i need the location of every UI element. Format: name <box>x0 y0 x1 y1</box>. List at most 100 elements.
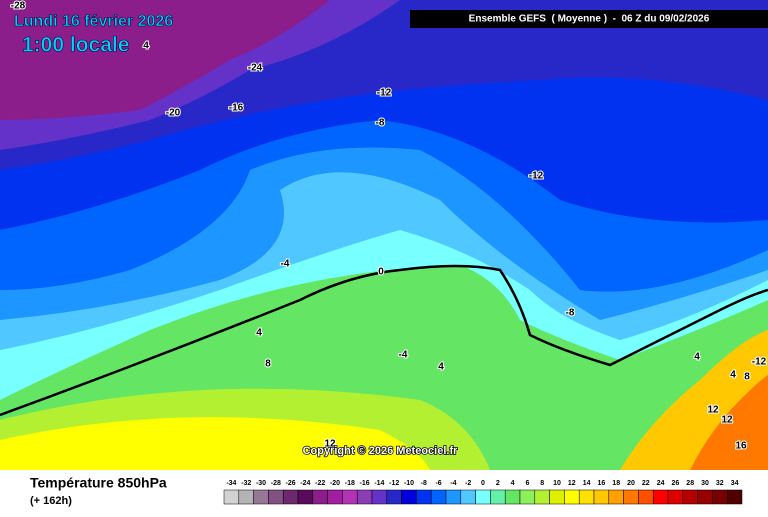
contour-label: -28 <box>11 1 26 12</box>
colorbar-swatch <box>593 489 610 505</box>
colorbar-label: 24 <box>657 480 665 487</box>
contour-label: -8 <box>376 118 385 129</box>
colorbar-swatch <box>268 489 284 505</box>
field-band <box>0 417 430 470</box>
contour-label: 4 <box>143 41 149 52</box>
colorbar-label: -8 <box>421 480 427 487</box>
colorbar-label: 28 <box>686 480 694 487</box>
colorbar-swatch <box>312 489 328 505</box>
contour-label: 12 <box>721 415 733 426</box>
colorbar-label: -18 <box>345 480 355 487</box>
contour-label: -12 <box>377 88 392 99</box>
colorbar-swatch <box>667 489 684 505</box>
colorbar-label: 2 <box>496 480 500 487</box>
colorbar-swatch <box>401 489 417 505</box>
colorbar-label: 12 <box>568 480 576 487</box>
colorbar-label: -32 <box>241 480 251 487</box>
contour-label: -12 <box>529 171 544 182</box>
colorbar-label: 10 <box>553 480 561 487</box>
colorbar-label: 14 <box>583 480 591 487</box>
colorbar-label: -4 <box>450 480 456 487</box>
colorbar-label: -16 <box>360 480 370 487</box>
colorbar-label: 18 <box>612 480 620 487</box>
colorbar-label: -20 <box>330 480 340 487</box>
colorbar-swatch <box>697 489 713 505</box>
colorbar-swatch <box>386 489 402 505</box>
colorbar-swatch <box>712 489 728 505</box>
colorbar-swatch <box>238 489 254 505</box>
colorbar-swatch <box>342 489 358 505</box>
colorbar-label: -14 <box>374 480 384 487</box>
contour-label: 12 <box>707 405 719 416</box>
colorbar-swatch <box>608 489 624 505</box>
colorbar-swatch <box>223 489 240 505</box>
colorbar-label: 26 <box>672 480 680 487</box>
footer-title: Température 850hPa <box>30 475 167 491</box>
colorbar-label: 32 <box>716 480 724 487</box>
colorbar-swatch <box>490 489 506 505</box>
colorbar-swatch <box>297 489 314 505</box>
colorbar-swatch <box>652 489 669 505</box>
contour-label: 12 <box>324 439 336 450</box>
colorbar-label: 22 <box>642 480 650 487</box>
colorbar-label: 20 <box>627 480 635 487</box>
date: Lundi 16 février 2026 <box>14 13 173 30</box>
colorbar-swatch <box>578 489 595 505</box>
copyright: Copyright © 2026 Meteociel.fr <box>303 445 459 457</box>
colorbar-label: -28 <box>271 480 281 487</box>
contour-label: -12 <box>752 357 767 368</box>
colorbar-label: 34 <box>731 480 739 487</box>
colorbar-swatch <box>564 489 580 505</box>
colorbar-swatch <box>519 489 536 505</box>
colorbar: -34 -32 -30 -28 -26 -24 -22 -20 -18 -16 -14 -12 -10-… <box>223 480 743 505</box>
contour-label: 4 <box>438 362 444 373</box>
colorbar-swatch <box>430 489 447 505</box>
field-band <box>690 375 768 470</box>
model-info: Ensemble GEFS ( Moyenne ) - 06 Z du 09/0… <box>469 14 710 25</box>
contour-label: 0 <box>378 267 384 278</box>
contour-label: 4 <box>694 352 700 363</box>
colorbar-swatch <box>638 489 654 505</box>
zero-isotherm <box>0 264 768 417</box>
colorbar-label: 4 <box>511 480 515 487</box>
colorbar-label: 8 <box>540 480 544 487</box>
contour-label: -24 <box>248 63 263 74</box>
colorbar-swatch <box>371 489 388 505</box>
field-band <box>0 0 330 120</box>
colorbar-label: 6 <box>525 480 529 487</box>
colorbar-label: -12 <box>389 480 399 487</box>
colorbar-label: -30 <box>256 480 266 487</box>
contour-label: 4 <box>730 370 736 381</box>
colorbar-label: -34 <box>226 480 236 487</box>
colorbar-swatch <box>682 489 698 505</box>
colorbar-swatch <box>282 489 299 505</box>
colorbar-label: -24 <box>300 480 310 487</box>
colorbar-label: -2 <box>465 480 471 487</box>
colorbar-label: 16 <box>598 480 606 487</box>
contour-label: -8 <box>566 308 575 319</box>
colorbar-swatch <box>253 489 269 505</box>
colorbar-swatch <box>534 489 550 505</box>
colorbar-swatch <box>475 489 491 505</box>
colorbar-swatch <box>445 489 462 505</box>
colorbar-label: 30 <box>701 480 709 487</box>
colorbar-swatch <box>416 489 432 505</box>
footer-lead: (+ 162h) <box>30 495 72 507</box>
contour-label: 8 <box>265 359 271 370</box>
local-time: 1:00 locale <box>22 34 129 57</box>
colorbar-swatch <box>549 489 565 505</box>
contour-label: -16 <box>229 103 244 114</box>
colorbar-swatch <box>623 489 639 505</box>
colorbar-swatch <box>504 489 521 505</box>
contour-label: 4 <box>256 328 262 339</box>
contour-label: -4 <box>281 259 290 270</box>
colorbar-swatch <box>327 489 343 505</box>
colorbar-swatch <box>726 489 743 505</box>
contour-label: -4 <box>399 350 408 361</box>
colorbar-swatch <box>356 489 373 505</box>
contour-label: 8 <box>744 372 750 383</box>
model-banner <box>410 10 768 28</box>
colorbar-swatch <box>460 489 476 505</box>
colorbar-label: -26 <box>286 480 296 487</box>
